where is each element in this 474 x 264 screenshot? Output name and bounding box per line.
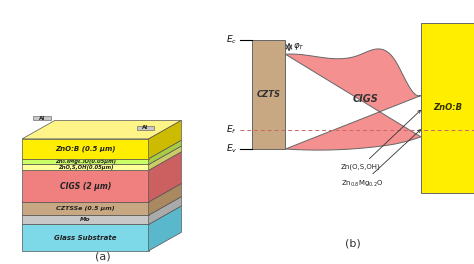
Polygon shape — [149, 140, 182, 164]
Text: Zn(O,S,OH): Zn(O,S,OH) — [341, 110, 420, 170]
Polygon shape — [137, 126, 154, 130]
Polygon shape — [22, 120, 182, 139]
Polygon shape — [22, 152, 182, 170]
Polygon shape — [149, 152, 182, 202]
Polygon shape — [22, 183, 182, 202]
FancyBboxPatch shape — [421, 23, 474, 193]
Polygon shape — [149, 120, 182, 159]
Polygon shape — [22, 159, 149, 164]
FancyBboxPatch shape — [252, 40, 285, 149]
Text: CZTSSe (0.5 μm): CZTSSe (0.5 μm) — [56, 206, 115, 211]
Text: $E_v$: $E_v$ — [226, 143, 237, 155]
Polygon shape — [22, 224, 149, 251]
Polygon shape — [22, 140, 182, 159]
Text: $E_f$: $E_f$ — [227, 123, 237, 136]
Polygon shape — [149, 206, 182, 251]
Polygon shape — [22, 215, 149, 224]
Text: (a): (a) — [95, 251, 110, 261]
Text: $E_c$: $E_c$ — [226, 34, 237, 46]
Polygon shape — [149, 146, 182, 170]
Polygon shape — [285, 49, 421, 150]
Polygon shape — [22, 202, 149, 215]
Text: (b): (b) — [345, 239, 361, 249]
Text: ZnO:B: ZnO:B — [433, 103, 462, 112]
Polygon shape — [22, 197, 182, 215]
Text: CIGS (2 μm): CIGS (2 μm) — [60, 182, 111, 191]
Text: $\varphi_T$: $\varphi_T$ — [292, 41, 304, 53]
Text: CIGS: CIGS — [352, 94, 378, 104]
Polygon shape — [149, 183, 182, 215]
Polygon shape — [22, 139, 149, 159]
Polygon shape — [22, 146, 182, 164]
Polygon shape — [22, 206, 182, 224]
Polygon shape — [22, 170, 149, 202]
Text: Al: Al — [142, 125, 148, 130]
Polygon shape — [33, 116, 51, 120]
Text: ZnO,S,OH(0.05μm): ZnO,S,OH(0.05μm) — [58, 165, 113, 170]
Text: Glass Substrate: Glass Substrate — [54, 235, 117, 241]
Text: Mo: Mo — [80, 217, 91, 222]
Text: Zn₀.₈Mg₀.₂O(0.05μm): Zn₀.₈Mg₀.₂O(0.05μm) — [55, 159, 116, 164]
Polygon shape — [22, 164, 149, 170]
Polygon shape — [149, 197, 182, 224]
Text: Al: Al — [39, 116, 45, 121]
Text: ZnO:B (0.5 μm): ZnO:B (0.5 μm) — [55, 145, 116, 152]
Text: Zn$_{0.8}$Mg$_{0.2}$O: Zn$_{0.8}$Mg$_{0.2}$O — [341, 130, 420, 189]
Text: CZTS: CZTS — [256, 90, 281, 99]
